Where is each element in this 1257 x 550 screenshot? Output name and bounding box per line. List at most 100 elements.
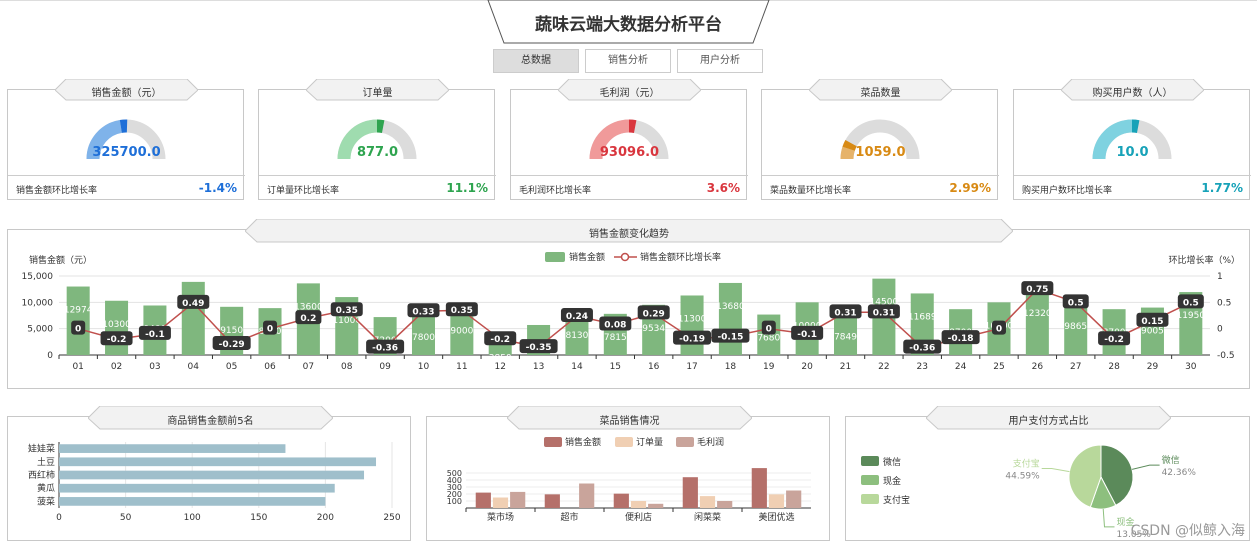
page-title: 蔬味云端大数据分析平台: [535, 15, 722, 35]
growth-rate-label: -0.36: [372, 344, 398, 354]
x-tick-label: 16: [648, 362, 660, 372]
kpi-value: 10.0: [1116, 145, 1149, 160]
dish-bar[interactable]: [682, 477, 698, 508]
x-tick-label: 26: [1032, 362, 1044, 372]
sales-bar[interactable]: [411, 313, 435, 355]
y-right-tick-label: -0.5: [1217, 351, 1235, 361]
growth-rate-label-bg: [1177, 294, 1204, 309]
dish-bar[interactable]: [475, 492, 491, 508]
top5-bar[interactable]: [59, 457, 377, 467]
bar-value-label: 11300: [678, 314, 707, 324]
tab-user-analysis[interactable]: 用户分析: [677, 49, 763, 73]
growth-rate-label: 0.2: [300, 314, 316, 324]
sales-bar[interactable]: [450, 307, 474, 355]
growth-rate-label-bg: [791, 325, 824, 340]
dishes-panel: 菜品销售情况: [426, 406, 830, 541]
gauge-pointer: [628, 119, 637, 133]
dish-bar[interactable]: [699, 496, 716, 508]
y-tick-label: 500: [447, 469, 462, 478]
legend-swatch: [861, 494, 879, 504]
legend-bar-label: 销售金额: [569, 251, 605, 263]
top5-bar[interactable]: [59, 483, 335, 493]
growth-rate-label-bg: [903, 339, 942, 354]
bar-value-label: 7815: [604, 333, 627, 343]
kpi-card: 订单量 877.0 订单量环比增长率 11.1%: [258, 79, 496, 200]
sales-bar[interactable]: [1064, 303, 1088, 355]
legend-swatch: [861, 456, 879, 466]
x-tick-label: 150: [250, 513, 267, 523]
dish-bar[interactable]: [768, 494, 785, 508]
growth-rate-label-bg: [1098, 331, 1131, 346]
pie-slice[interactable]: [1100, 444, 1134, 507]
x-tick-label: 11: [456, 362, 467, 372]
growth-rate-label: 0: [766, 325, 772, 335]
bar-value-label: 3850: [489, 354, 512, 364]
kpi-rate-value: 1.77%: [1201, 181, 1243, 195]
growth-rate-label: -0.36: [909, 344, 935, 354]
x-tick-label: 30: [1185, 362, 1197, 372]
dish-bar[interactable]: [717, 501, 733, 508]
sales-bar[interactable]: [718, 282, 742, 355]
dish-bar[interactable]: [579, 483, 595, 509]
tab-sales-analysis[interactable]: 销售分析: [585, 49, 671, 73]
dishes-title: 菜品销售情况: [599, 416, 660, 427]
pie-leader-line: [1041, 468, 1070, 473]
sales-bar[interactable]: [181, 281, 205, 355]
x-tick-label: 19: [763, 362, 775, 372]
x-tick-label: 02: [111, 362, 122, 372]
kpi-card: 购买用户数（人） 10.0 购买用户数环比增长率 1.77%: [1013, 79, 1251, 200]
dish-bar[interactable]: [613, 493, 629, 508]
growth-rate-label: -0.18: [948, 334, 974, 344]
kpi-title: 购买用户数（人）: [1092, 88, 1173, 99]
top5-bar[interactable]: [59, 444, 286, 453]
x-tick-label: 13: [533, 362, 544, 372]
kpi-gauge: [1092, 119, 1172, 160]
legend-label: 微信: [883, 456, 901, 468]
dish-bar[interactable]: [786, 490, 802, 509]
kpi-value: 1059.0: [855, 145, 906, 160]
gauge-fill: [1092, 119, 1133, 160]
tab-total-data[interactable]: 总数据: [493, 49, 579, 73]
sales-bar[interactable]: [680, 295, 704, 355]
pie-percent: 42.36%: [1162, 468, 1197, 478]
x-tick-label: 250: [383, 513, 400, 523]
kpi-value: 877.0: [356, 145, 399, 160]
bar-value-label: 11950: [1176, 311, 1205, 321]
x-tick-label: 14: [571, 362, 583, 372]
kpi-title: 销售金额（元）: [91, 88, 162, 99]
kpi-title: 订单量: [362, 88, 393, 99]
sales-bar[interactable]: [1025, 290, 1049, 355]
payment-panel-header: [926, 406, 1171, 430]
y-tick-label: 300: [447, 483, 462, 492]
growth-rate-label-bg: [941, 330, 980, 345]
top5-bar[interactable]: [59, 470, 365, 480]
x-tick-label: 24: [955, 362, 967, 372]
dish-bar[interactable]: [751, 468, 767, 508]
kpi-rate-value: 11.1%: [446, 181, 488, 195]
kpi-rate-value: 3.6%: [706, 181, 740, 195]
sales-bar[interactable]: [565, 312, 589, 355]
growth-rate-label: 0: [75, 325, 81, 335]
sales-bar[interactable]: [834, 313, 858, 355]
kpi-card-header: [306, 79, 449, 101]
gauge-pointer: [376, 119, 385, 133]
dish-bar[interactable]: [510, 491, 526, 508]
dish-bar[interactable]: [492, 497, 509, 509]
x-tick-label: 29: [1147, 362, 1159, 372]
bar-value-label: 7800: [412, 333, 435, 343]
dish-bar[interactable]: [630, 501, 647, 508]
growth-rate-label: 0.5: [1183, 298, 1199, 308]
dish-bar[interactable]: [648, 503, 664, 508]
kpi-card-header: [809, 79, 952, 101]
sales-bar[interactable]: [910, 293, 934, 355]
dish-bar[interactable]: [544, 494, 560, 508]
growth-rate-label: -0.35: [526, 343, 552, 353]
gauge-pointer: [1131, 119, 1140, 133]
growth-rate-label-bg: [711, 328, 750, 343]
x-tick-label: 15: [610, 362, 621, 372]
y-right-tick-label: 1: [1217, 272, 1223, 282]
top5-bar[interactable]: [59, 497, 326, 506]
bar-value-label: 12974: [64, 306, 93, 316]
gauge-fill: [840, 146, 855, 160]
